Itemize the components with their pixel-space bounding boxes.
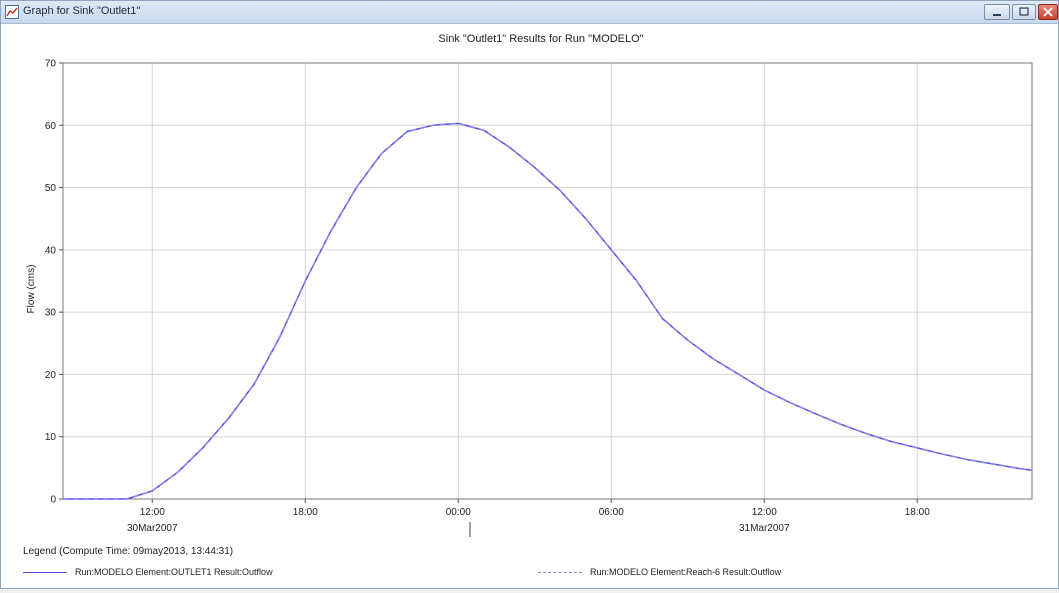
- minimize-icon: [993, 14, 1001, 16]
- graph-app-icon: [5, 5, 19, 19]
- x-tick-label: 00:00: [446, 507, 471, 518]
- legend-label: Run:MODELO Element:Reach-6 Result:Outflo…: [590, 567, 782, 577]
- y-axis-ticks: 0 10 20 30 40 50 60 70: [45, 59, 63, 506]
- window-title: Graph for Sink "Outlet1": [23, 5, 141, 17]
- x-date-label: 30Mar2007: [127, 523, 178, 534]
- chart-title: Sink "Outlet1" Results for Run "MODELO": [438, 33, 643, 45]
- close-button[interactable]: [1038, 4, 1058, 20]
- series-line-2: [63, 122, 1033, 500]
- x-tick-label: 06:00: [599, 507, 624, 518]
- grid-layer: [63, 62, 1032, 500]
- maximize-button[interactable]: [1012, 4, 1036, 20]
- x-date-label: 31Mar2007: [739, 523, 790, 534]
- y-tick-label: 10: [45, 432, 57, 443]
- y-tick-label: 70: [45, 59, 57, 70]
- y-axis-label: Flow (cms): [26, 265, 37, 314]
- plot-frame: [62, 62, 1033, 500]
- title-bar[interactable]: Graph for Sink "Outlet1": [1, 1, 1058, 24]
- x-tick-label: 12:00: [752, 507, 777, 518]
- close-icon: [1043, 7, 1053, 17]
- y-tick-label: 0: [50, 495, 56, 506]
- maximize-icon: [1019, 7, 1029, 16]
- legend-swatch-solid: [23, 572, 67, 573]
- x-tick-label: 18:00: [293, 507, 318, 518]
- legend-title: Legend (Compute Time: 09may2013, 13:44:3…: [23, 546, 234, 557]
- x-tick-label: 12:00: [140, 507, 165, 518]
- x-tick-label: 18:00: [905, 507, 930, 518]
- minimize-button[interactable]: [984, 4, 1010, 20]
- legend-label: Run:MODELO Element:OUTLET1 Result:Outflo…: [75, 567, 273, 577]
- y-tick-label: 50: [45, 183, 57, 194]
- y-tick-label: 60: [45, 121, 57, 132]
- y-tick-label: 30: [45, 308, 57, 319]
- y-tick-label: 20: [45, 370, 57, 381]
- chart-area: Sink "Outlet1" Results for Run "MODELO" …: [1, 23, 1058, 588]
- x-axis-ticks: 12:00 30Mar2007 18:00 00:00 06:00 12:00 31Mar2…: [127, 499, 930, 534]
- series-layer: [63, 122, 1033, 500]
- flow-hydrograph-chart: Sink "Outlet1" Results for Run "MODELO" …: [26, 33, 1033, 537]
- legend-swatch-dashed: [538, 572, 582, 573]
- y-tick-label: 40: [45, 245, 57, 256]
